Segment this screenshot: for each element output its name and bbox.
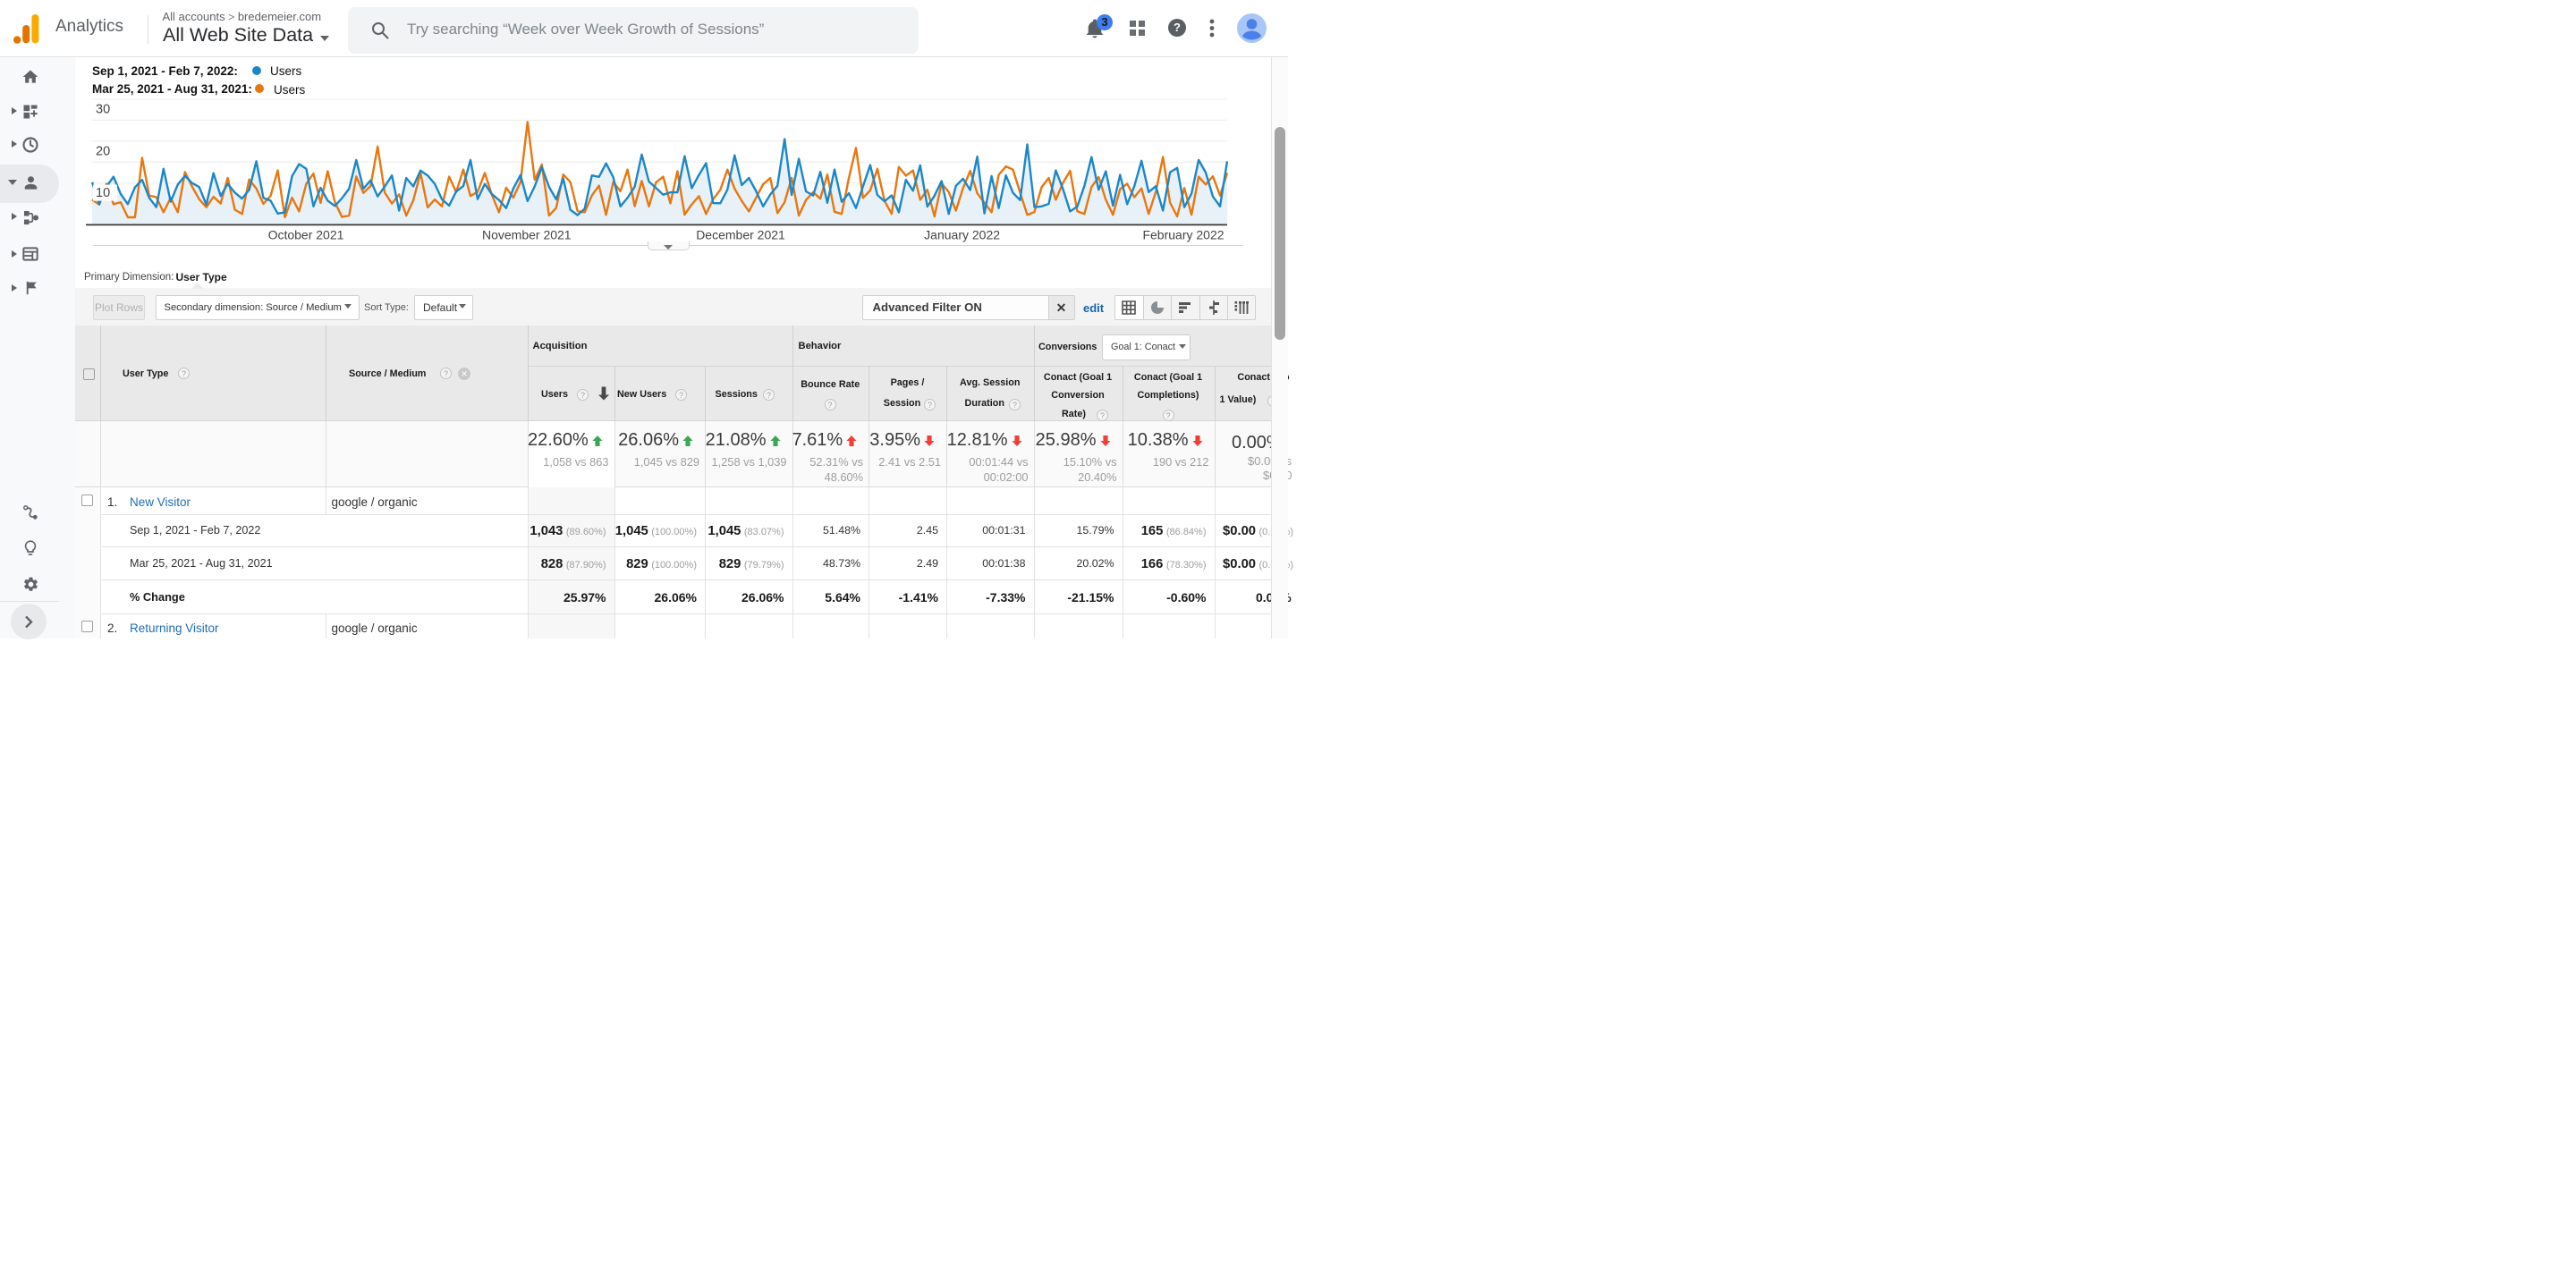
- svg-text:January 2022: January 2022: [924, 228, 1000, 242]
- svg-text:30: 30: [96, 103, 110, 117]
- svg-text:December 2021: December 2021: [696, 228, 785, 242]
- svg-text:20: 20: [96, 144, 110, 158]
- svg-text:October 2021: October 2021: [268, 228, 344, 242]
- svg-text:November 2021: November 2021: [482, 228, 572, 242]
- svg-text:February 2022: February 2022: [1142, 228, 1224, 242]
- svg-text:10: 10: [96, 186, 110, 200]
